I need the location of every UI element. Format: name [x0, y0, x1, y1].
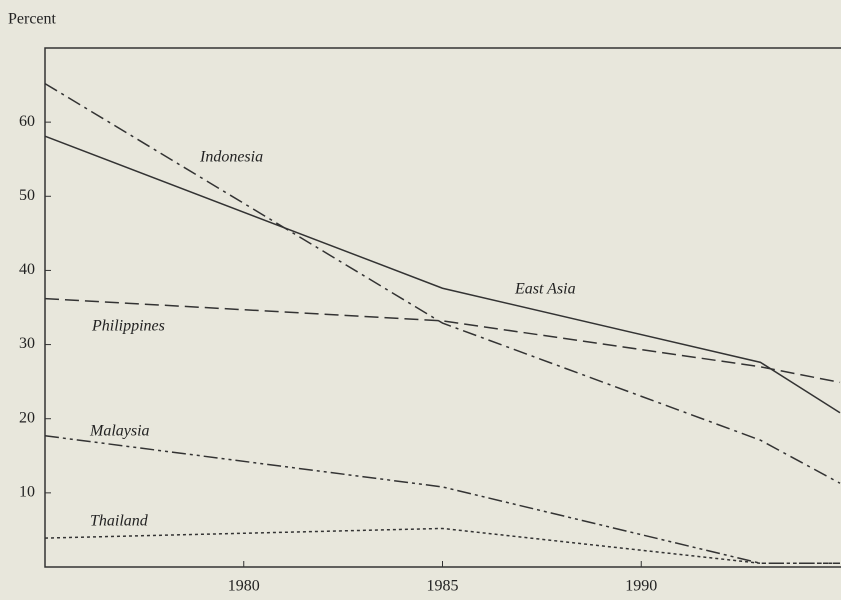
y-tick-label: 50 [19, 187, 35, 204]
x-tick-label: 1985 [427, 578, 459, 595]
series-label: Malaysia [89, 423, 150, 440]
y-tick-label: 60 [19, 113, 35, 130]
y-axis-label: Percent [8, 11, 57, 28]
y-tick-label: 30 [19, 335, 35, 352]
series-label: Philippines [91, 318, 165, 335]
series-label: Indonesia [199, 149, 263, 166]
series-label: Thailand [90, 513, 149, 530]
y-tick-label: 40 [19, 261, 35, 278]
x-tick-label: 1990 [625, 578, 657, 595]
x-tick-label: 1980 [228, 578, 260, 595]
series-label: East Asia [514, 281, 576, 298]
series-line [44, 297, 841, 384]
series-line [44, 527, 840, 565]
series-line [44, 82, 841, 484]
series-line [44, 135, 841, 414]
y-tick-label: 10 [19, 484, 35, 501]
series-line [44, 435, 840, 565]
plot-frame [44, 47, 841, 568]
y-tick-label: 20 [19, 409, 35, 426]
